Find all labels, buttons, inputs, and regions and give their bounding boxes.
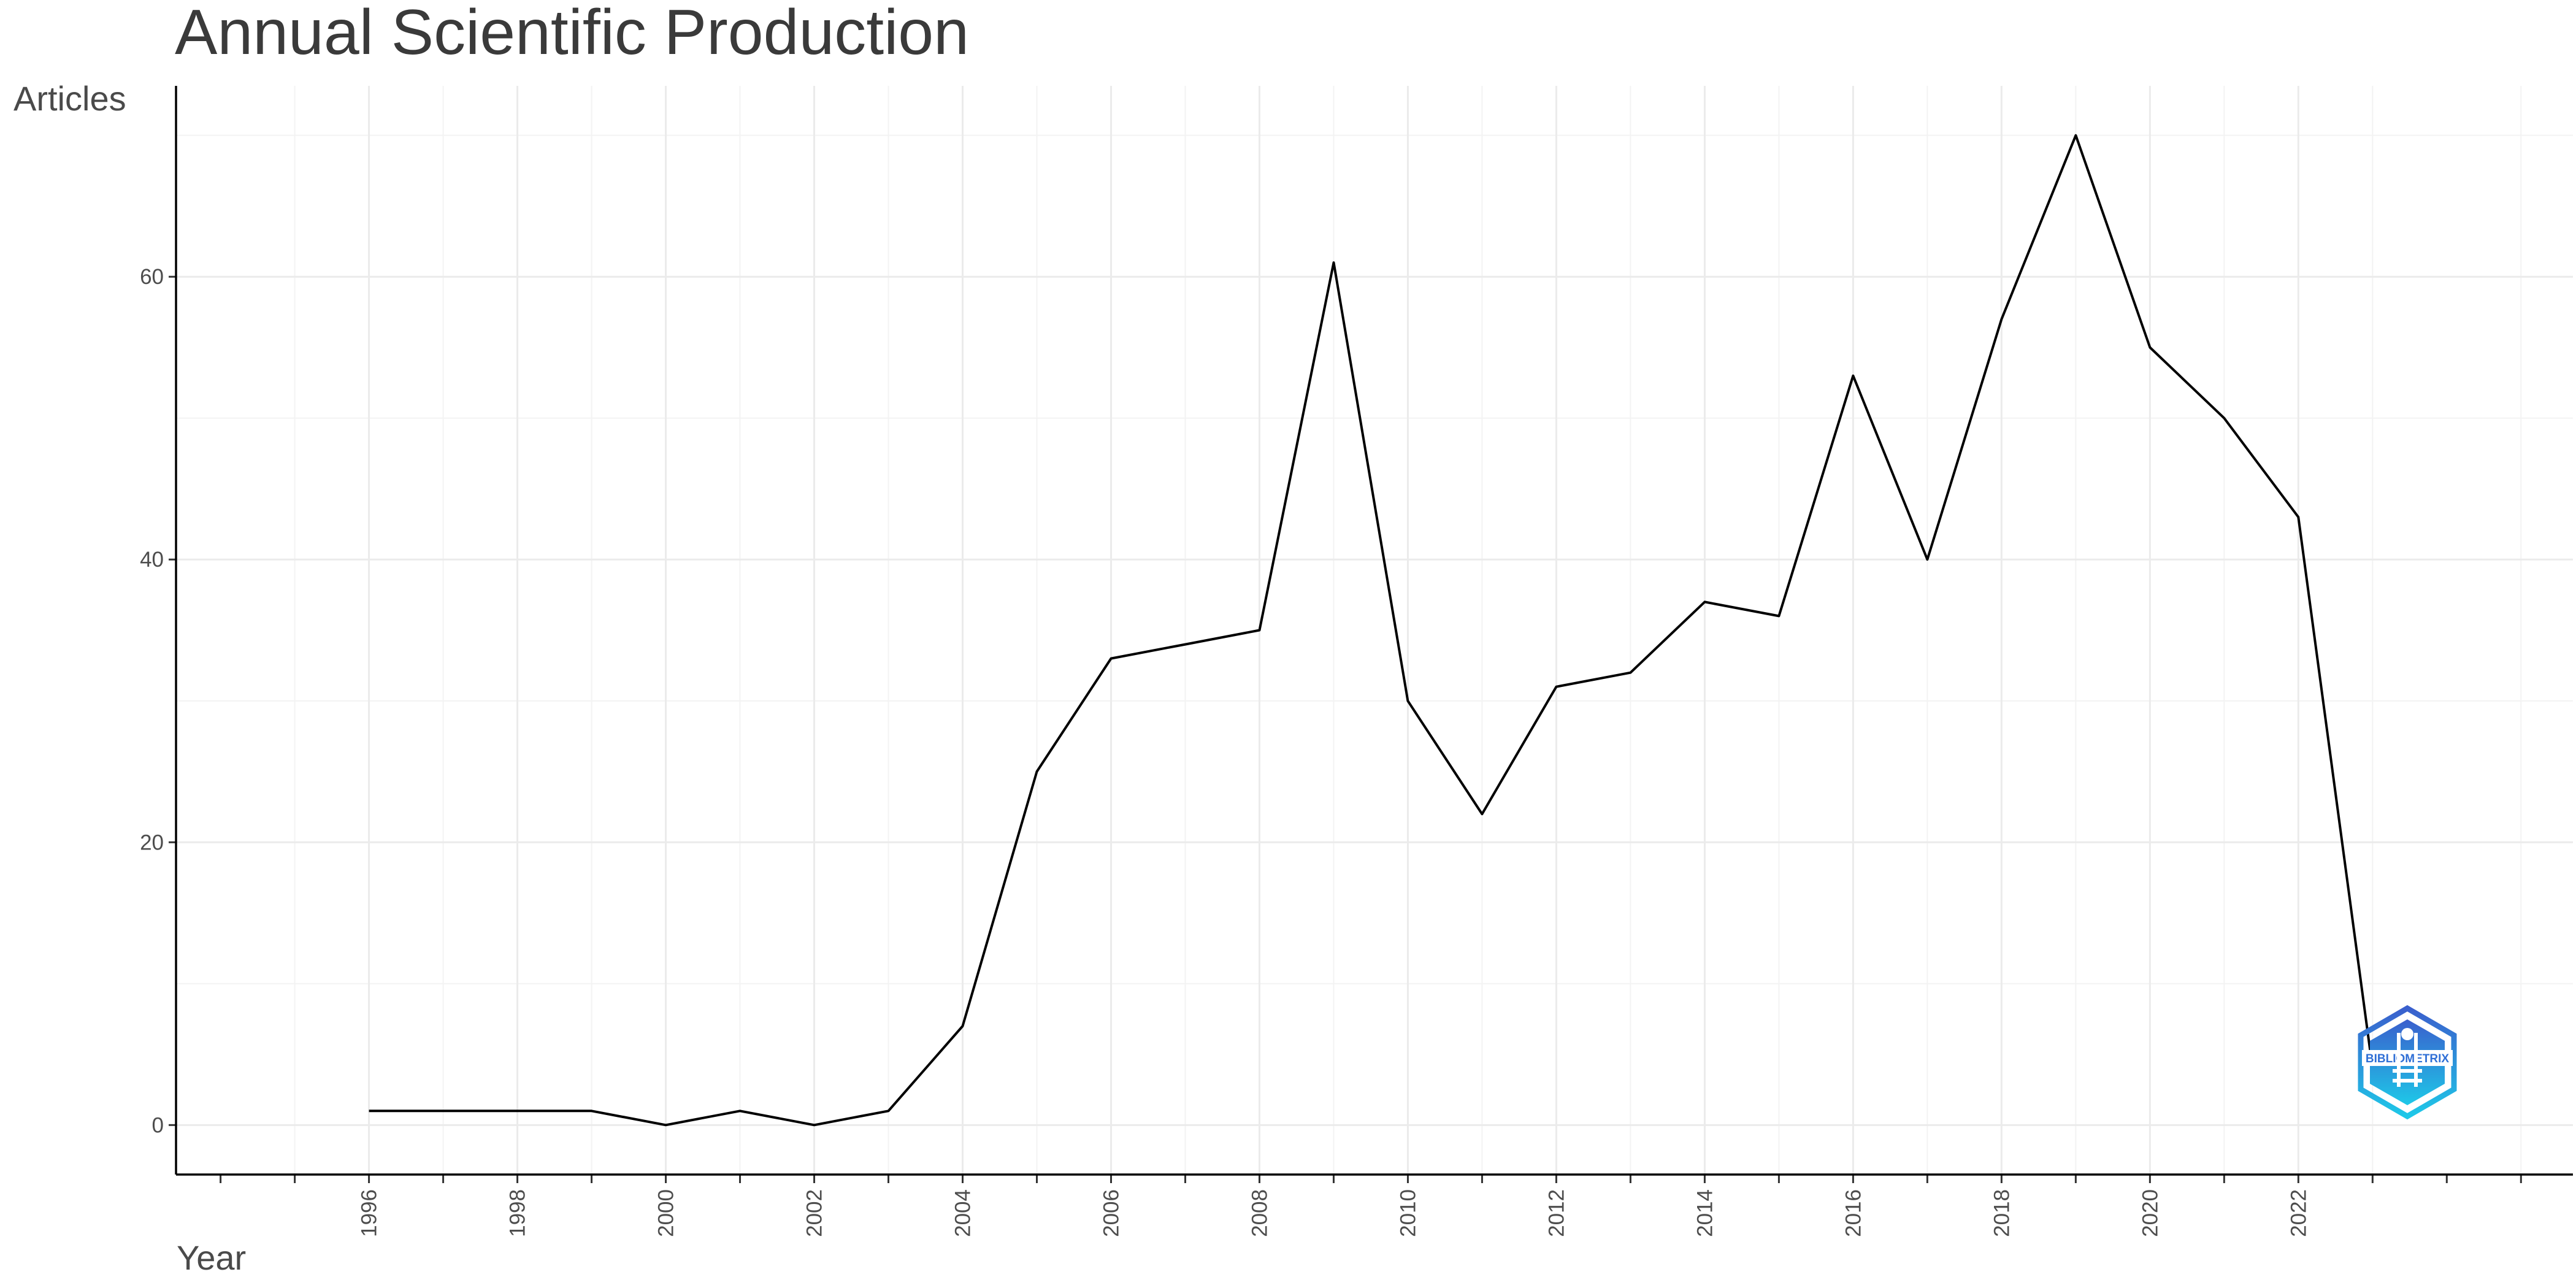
x-tick-label: 2012 [1544, 1189, 1568, 1237]
x-tick-label: 2014 [1693, 1189, 1717, 1237]
x-tick-label: 2000 [654, 1189, 678, 1237]
x-tick-label: 2022 [2287, 1189, 2310, 1237]
y-axis-title: Articles [13, 79, 126, 118]
bibliometrix-logo-icon: BIBLIOMETRIX [2358, 1005, 2457, 1120]
tick-labels: 0 20 40 60 1996 1998 2000 2002 2004 2006 2008 2010 2… [140, 265, 2310, 1237]
y-tick-label: 60 [140, 265, 164, 289]
x-tick-label: 2010 [1396, 1189, 1420, 1237]
x-axis-title: Year [177, 1238, 246, 1277]
x-tick-label: 2002 [803, 1189, 827, 1237]
x-tick-label: 2006 [1099, 1189, 1123, 1237]
x-tick-label: 1996 [358, 1189, 381, 1237]
y-tick-label: 0 [152, 1113, 164, 1137]
series-line [369, 134, 2374, 1127]
chart-title: Annual Scientific Production [175, 0, 969, 68]
x-tick-label: 2016 [1841, 1189, 1865, 1237]
x-tick-label: 2008 [1248, 1189, 1271, 1237]
watermark-text: BIBLIOMETRIX [2366, 1052, 2449, 1065]
y-tick-label: 20 [140, 830, 164, 854]
ticks [169, 275, 2522, 1183]
x-tick-label: 2018 [1990, 1189, 2014, 1237]
y-tick-label: 40 [140, 548, 164, 572]
x-tick-label: 2004 [951, 1189, 975, 1237]
x-tick-label: 1998 [506, 1189, 530, 1237]
x-tick-label: 2020 [2138, 1189, 2162, 1237]
